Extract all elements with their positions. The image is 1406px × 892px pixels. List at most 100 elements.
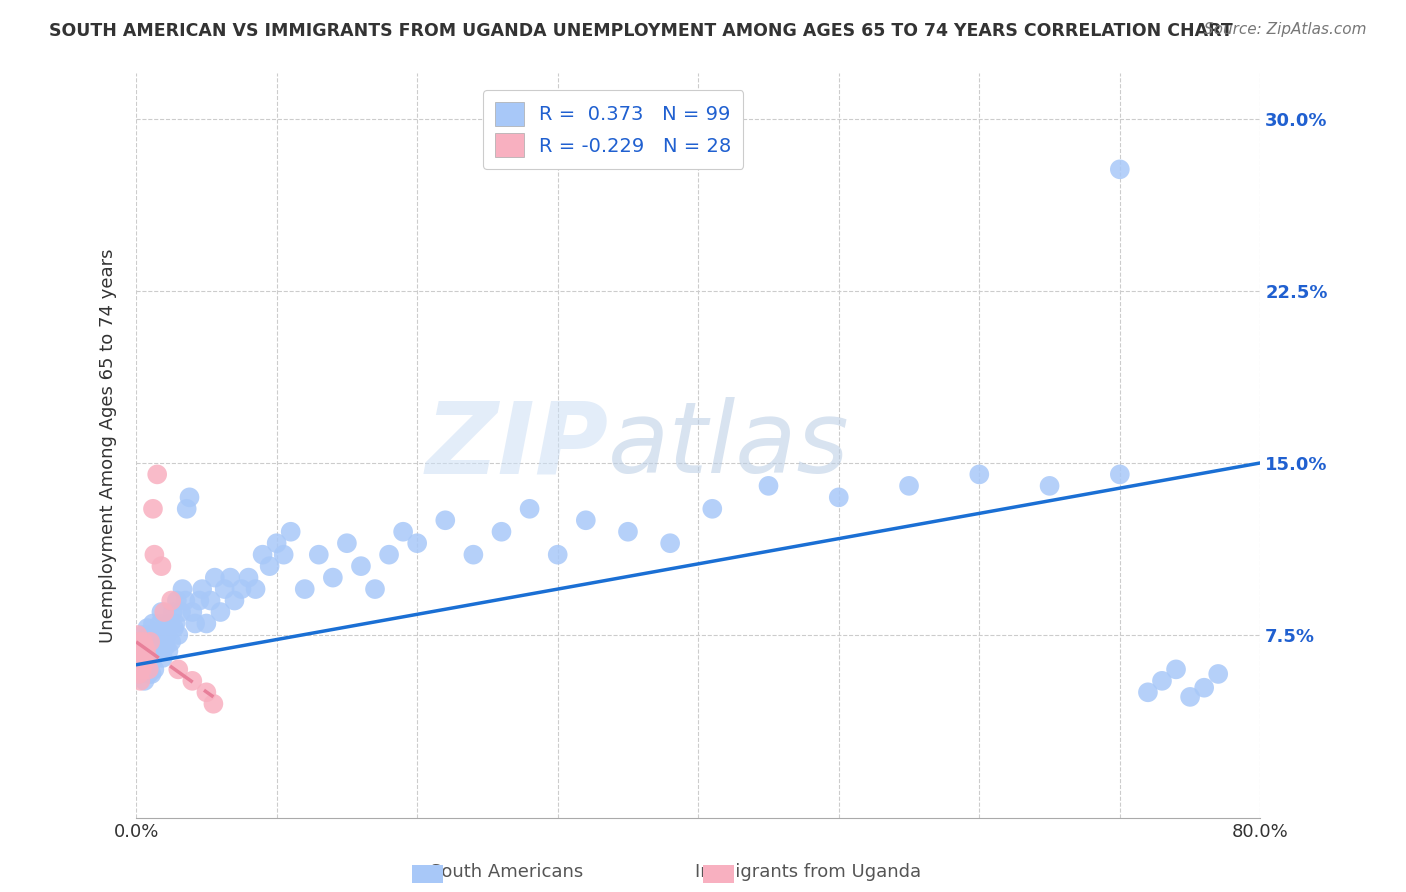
Point bbox=[153, 605, 176, 619]
Point bbox=[143, 662, 166, 676]
Point bbox=[136, 657, 159, 672]
Point bbox=[758, 479, 780, 493]
Point bbox=[131, 644, 153, 658]
Point bbox=[231, 582, 253, 596]
Point bbox=[134, 640, 156, 654]
Point bbox=[131, 656, 153, 670]
Point bbox=[129, 640, 152, 654]
Point bbox=[139, 635, 162, 649]
Point bbox=[1192, 681, 1215, 695]
Point bbox=[157, 644, 180, 658]
Point bbox=[129, 656, 152, 670]
Point bbox=[1108, 467, 1130, 482]
Point bbox=[129, 635, 152, 649]
Point bbox=[150, 644, 173, 658]
Point bbox=[138, 667, 160, 681]
Point bbox=[139, 644, 162, 658]
Point bbox=[127, 651, 149, 665]
Point bbox=[165, 616, 187, 631]
Point bbox=[135, 651, 157, 665]
Point bbox=[224, 593, 246, 607]
Point bbox=[1206, 667, 1229, 681]
Point bbox=[1178, 690, 1201, 704]
Point bbox=[156, 628, 179, 642]
Point bbox=[463, 548, 485, 562]
Point bbox=[167, 628, 190, 642]
Point bbox=[702, 501, 724, 516]
Point bbox=[128, 667, 150, 681]
Point bbox=[160, 593, 183, 607]
Point bbox=[136, 621, 159, 635]
Point bbox=[150, 559, 173, 574]
Point bbox=[181, 673, 204, 688]
Point bbox=[142, 651, 165, 665]
Point bbox=[547, 548, 569, 562]
Text: Source: ZipAtlas.com: Source: ZipAtlas.com bbox=[1204, 22, 1367, 37]
Point bbox=[245, 582, 267, 596]
Point bbox=[350, 559, 373, 574]
Point bbox=[378, 548, 401, 562]
Point bbox=[219, 571, 242, 585]
Point bbox=[149, 616, 172, 631]
Point bbox=[139, 628, 162, 642]
Point bbox=[148, 635, 170, 649]
Point bbox=[188, 593, 211, 607]
Point bbox=[146, 467, 169, 482]
Point bbox=[162, 605, 184, 619]
Point bbox=[336, 536, 359, 550]
Point bbox=[1136, 685, 1159, 699]
Point bbox=[128, 644, 150, 658]
Point bbox=[172, 582, 194, 596]
Point bbox=[127, 644, 149, 658]
Point bbox=[132, 635, 155, 649]
Point bbox=[132, 651, 155, 665]
Point bbox=[200, 593, 222, 607]
Point bbox=[134, 673, 156, 688]
Point bbox=[143, 548, 166, 562]
Point bbox=[280, 524, 302, 539]
Point bbox=[491, 524, 513, 539]
Point bbox=[195, 616, 218, 631]
Point bbox=[214, 582, 236, 596]
Point bbox=[176, 501, 198, 516]
Point bbox=[659, 536, 682, 550]
Point bbox=[153, 621, 176, 635]
Point bbox=[1108, 162, 1130, 177]
Point bbox=[131, 662, 153, 676]
Point bbox=[392, 524, 415, 539]
Point bbox=[138, 662, 160, 676]
Point bbox=[138, 640, 160, 654]
Point bbox=[145, 640, 167, 654]
Point bbox=[143, 635, 166, 649]
Point bbox=[141, 667, 163, 681]
Point bbox=[259, 559, 281, 574]
Point bbox=[142, 501, 165, 516]
Y-axis label: Unemployment Among Ages 65 to 74 years: Unemployment Among Ages 65 to 74 years bbox=[100, 249, 117, 643]
Point bbox=[155, 640, 177, 654]
Point bbox=[181, 605, 204, 619]
Point bbox=[142, 616, 165, 631]
Point bbox=[898, 479, 921, 493]
Point bbox=[406, 536, 429, 550]
Point bbox=[135, 644, 157, 658]
Point bbox=[170, 605, 193, 619]
Text: SOUTH AMERICAN VS IMMIGRANTS FROM UGANDA UNEMPLOYMENT AMONG AGES 65 TO 74 YEARS : SOUTH AMERICAN VS IMMIGRANTS FROM UGANDA… bbox=[49, 22, 1233, 40]
Point bbox=[273, 548, 295, 562]
Point bbox=[322, 571, 344, 585]
Point bbox=[160, 635, 183, 649]
Point bbox=[152, 651, 174, 665]
Point bbox=[136, 651, 159, 665]
Point bbox=[131, 640, 153, 654]
Point bbox=[174, 593, 197, 607]
Point bbox=[1164, 662, 1187, 676]
Text: ZIP: ZIP bbox=[425, 397, 609, 494]
Point bbox=[146, 628, 169, 642]
Point bbox=[195, 685, 218, 699]
Legend: R =  0.373   N = 99, R = -0.229   N = 28: R = 0.373 N = 99, R = -0.229 N = 28 bbox=[484, 90, 744, 169]
Point bbox=[184, 616, 207, 631]
Point bbox=[617, 524, 640, 539]
Point bbox=[150, 605, 173, 619]
Point bbox=[308, 548, 330, 562]
Point bbox=[128, 651, 150, 665]
Point bbox=[209, 605, 232, 619]
